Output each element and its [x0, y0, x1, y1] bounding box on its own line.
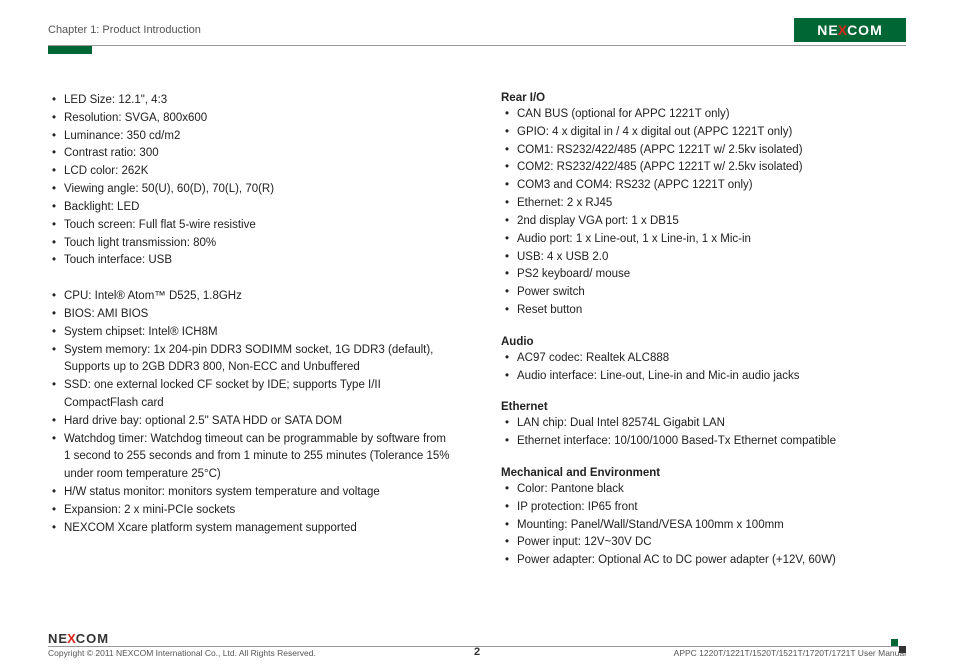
list-item: Power adapter: Optional AC to DC power a… [517, 552, 906, 570]
list-item: Viewing angle: 50(U), 60(D), 70(L), 70(R… [64, 181, 453, 199]
list-item: COM2: RS232/422/485 (APPC 1221T w/ 2.5kv… [517, 159, 906, 177]
logo-part-right: COM [76, 631, 109, 646]
list-item: System memory: 1x 204-pin DDR3 SODIMM so… [64, 342, 453, 378]
list-item: LAN chip: Dual Intel 82574L Gigabit LAN [517, 415, 906, 433]
spec-list-mechanical: Color: Pantone blackIP protection: IP65 … [501, 481, 906, 570]
header-accent-tab [48, 46, 92, 54]
page-number: 2 [0, 646, 954, 658]
section-title-ethernet: Ethernet [501, 401, 906, 413]
list-item: Expansion: 2 x mini-PCIe sockets [64, 502, 453, 520]
spec-list-audio: AC97 codec: Realtek ALC888Audio interfac… [501, 350, 906, 386]
list-item: Color: Pantone black [517, 481, 906, 499]
list-item: Contrast ratio: 300 [64, 145, 453, 163]
spec-list-ethernet: LAN chip: Dual Intel 82574L Gigabit LANE… [501, 415, 906, 451]
section-title-mechanical: Mechanical and Environment [501, 467, 906, 479]
spec-list-display: LED Size: 12.1", 4:3Resolution: SVGA, 80… [48, 92, 453, 270]
list-item: LCD color: 262K [64, 163, 453, 181]
section-title-rear-io: Rear I/O [501, 92, 906, 104]
spec-list-rear-io: CAN BUS (optional for APPC 1221T only)GP… [501, 106, 906, 320]
logo-part-left: NE [48, 631, 68, 646]
spec-list-system: CPU: Intel® Atom™ D525, 1.8GHzBIOS: AMI … [48, 288, 453, 537]
left-column: LED Size: 12.1", 4:3Resolution: SVGA, 80… [48, 92, 453, 570]
brand-logo-bottom: NEXCOM [48, 631, 109, 646]
square-icon [891, 639, 898, 646]
logo-part-right: COM [847, 22, 883, 38]
list-item: NEXCOM Xcare platform system management … [64, 520, 453, 538]
footer-accent-squares [891, 639, 906, 646]
list-item: Resolution: SVGA, 800x600 [64, 110, 453, 128]
list-item: USB: 4 x USB 2.0 [517, 249, 906, 267]
list-item: Ethernet interface: 10/100/1000 Based-Tx… [517, 433, 906, 451]
list-item: Power input: 12V~30V DC [517, 534, 906, 552]
list-item: Ethernet: 2 x RJ45 [517, 195, 906, 213]
list-item: Hard drive bay: optional 2.5" SATA HDD o… [64, 413, 453, 431]
right-column: Rear I/O CAN BUS (optional for APPC 1221… [501, 92, 906, 570]
list-item: PS2 keyboard/ mouse [517, 266, 906, 284]
list-item: 2nd display VGA port: 1 x DB15 [517, 213, 906, 231]
chapter-title: Chapter 1: Product Introduction [48, 24, 201, 36]
list-item: COM1: RS232/422/485 (APPC 1221T w/ 2.5kv… [517, 142, 906, 160]
list-item: Watchdog timer: Watchdog timeout can be … [64, 431, 453, 484]
list-item: CAN BUS (optional for APPC 1221T only) [517, 106, 906, 124]
list-item: Reset button [517, 302, 906, 320]
list-item: Touch light transmission: 80% [64, 235, 453, 253]
section-title-audio: Audio [501, 336, 906, 348]
list-item: GPIO: 4 x digital in / 4 x digital out (… [517, 124, 906, 142]
list-item: Touch screen: Full flat 5-wire resistive [64, 217, 453, 235]
content-area: LED Size: 12.1", 4:3Resolution: SVGA, 80… [48, 92, 906, 570]
list-item: COM3 and COM4: RS232 (APPC 1221T only) [517, 177, 906, 195]
list-item: Audio interface: Line-out, Line-in and M… [517, 368, 906, 386]
list-item: Backlight: LED [64, 199, 453, 217]
list-item: CPU: Intel® Atom™ D525, 1.8GHz [64, 288, 453, 306]
list-item: Power switch [517, 284, 906, 302]
list-item: Mounting: Panel/Wall/Stand/VESA 100mm x … [517, 517, 906, 535]
list-item: LED Size: 12.1", 4:3 [64, 92, 453, 110]
list-item: H/W status monitor: monitors system temp… [64, 484, 453, 502]
list-item: System chipset: Intel® ICH8M [64, 324, 453, 342]
list-item: BIOS: AMI BIOS [64, 306, 453, 324]
logo-part-left: NE [817, 22, 838, 38]
list-item: SSD: one external locked CF socket by ID… [64, 377, 453, 413]
list-item: Audio port: 1 x Line-out, 1 x Line-in, 1… [517, 231, 906, 249]
list-item: AC97 codec: Realtek ALC888 [517, 350, 906, 368]
list-item: IP protection: IP65 front [517, 499, 906, 517]
brand-logo-top: NEXCOM [794, 18, 906, 42]
page-header: Chapter 1: Product Introduction NEXCOM [48, 18, 906, 42]
list-item: Touch interface: USB [64, 252, 453, 270]
list-item: Luminance: 350 cd/m2 [64, 128, 453, 146]
header-divider [48, 45, 906, 46]
